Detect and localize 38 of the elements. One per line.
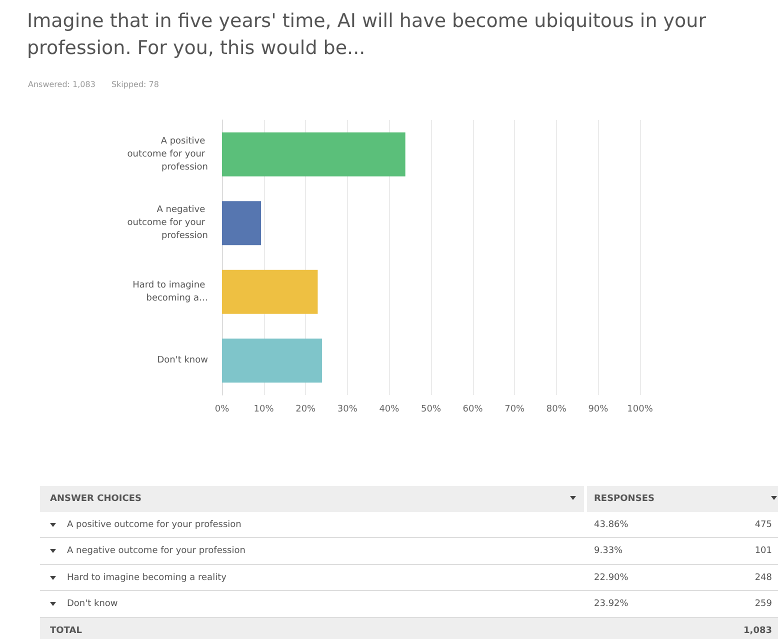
- y-tick-label: A positive outcome for your profession: [127, 136, 208, 172]
- y-tick-label: Hard to imagine becoming a…: [132, 280, 208, 304]
- bar: [222, 132, 406, 176]
- text: Hard to imagine becoming a reality: [67, 572, 226, 582]
- x-tick-label: 100%: [627, 404, 654, 414]
- text: TOTAL: [50, 626, 82, 636]
- text: 22.90%: [594, 572, 628, 582]
- text: 9.33%: [594, 546, 623, 556]
- text: A negative outcome for your profession: [67, 546, 246, 556]
- text: 1,083: [744, 626, 772, 636]
- text: Answered: 1,083: [28, 80, 96, 89]
- text: ANSWER CHOICES: [50, 494, 142, 504]
- text: 475: [754, 520, 772, 530]
- x-tick-label: 80%: [546, 404, 567, 414]
- x-tick-label: 90%: [588, 404, 609, 414]
- text: 101: [754, 546, 772, 556]
- x-tick-label: 70%: [504, 404, 526, 414]
- y-tick-label: Don't know: [157, 356, 208, 366]
- y-tick-label: A negative outcome for your profession: [127, 205, 208, 242]
- x-tick-label: 20%: [296, 404, 316, 414]
- bar: [222, 338, 322, 383]
- text: Don't know: [67, 599, 118, 609]
- text: 248: [754, 572, 772, 582]
- x-tick-label: 40%: [379, 404, 400, 414]
- chart-title: Imagine that in five years' time, AI will have become ubiquitous in your profession. For you, this would be...: [27, 9, 708, 61]
- x-tick-label: 0%: [214, 404, 230, 414]
- text: Skipped: 78: [111, 80, 159, 89]
- text: 43.86%: [594, 520, 628, 530]
- x-tick-label: 60%: [462, 404, 484, 414]
- x-tick-label: 30%: [337, 404, 358, 414]
- bar: [222, 201, 261, 246]
- text: 23.92%: [594, 599, 628, 609]
- text: 259: [754, 599, 772, 609]
- x-tick-label: 50%: [420, 404, 442, 414]
- text: A positive outcome for your profession: [67, 520, 242, 530]
- bar: [222, 270, 318, 314]
- text: RESPONSES: [594, 494, 654, 504]
- x-tick-label: 10%: [254, 404, 274, 414]
